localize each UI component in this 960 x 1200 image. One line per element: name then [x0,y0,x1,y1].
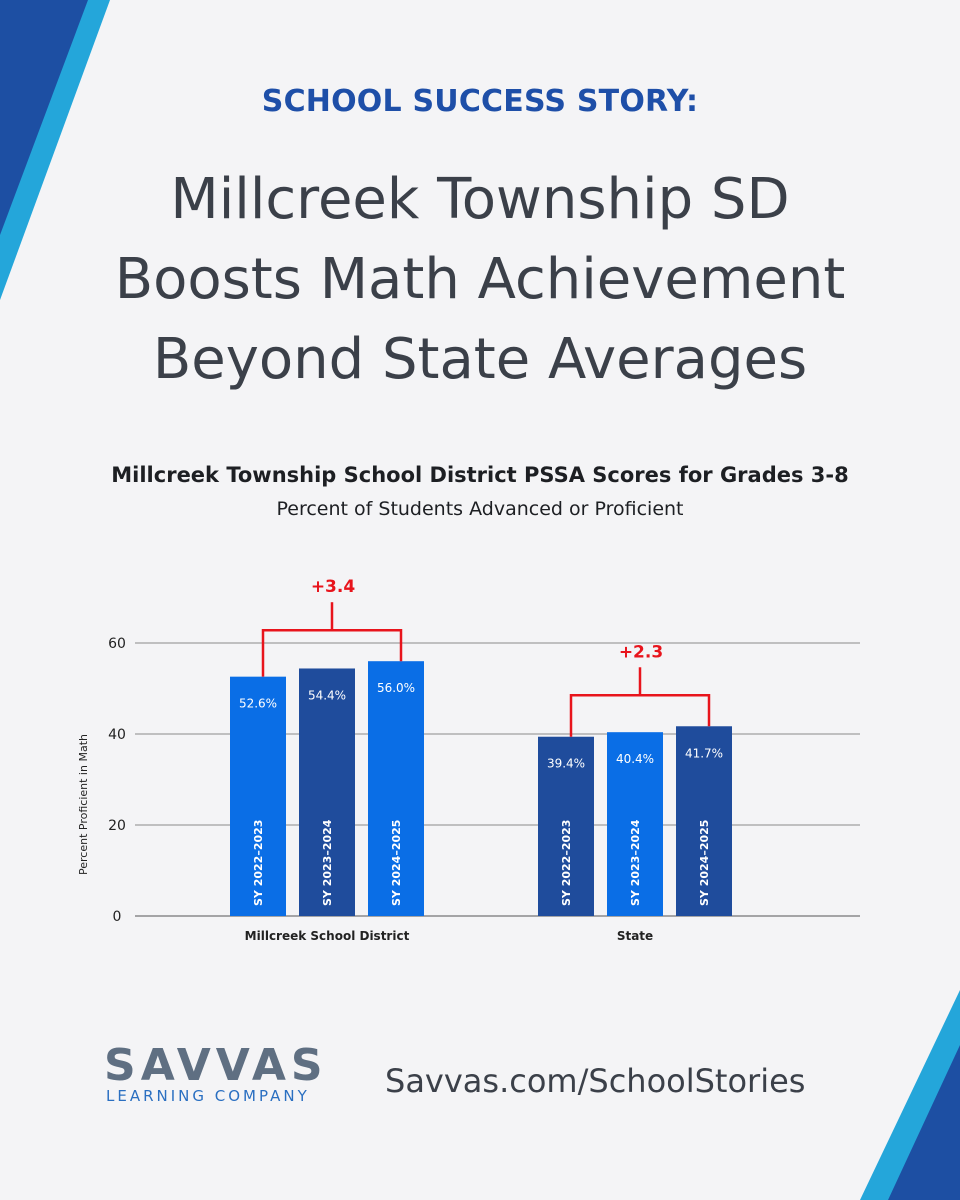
group-label: State [617,929,653,943]
bar [538,736,594,916]
bar-value-label: 40.4% [616,752,654,766]
bar-value-label: 41.7% [685,746,723,760]
bar-value-label: 56.0% [377,681,415,695]
bar-category-label: SY 2024–2025 [390,820,403,906]
bar-category-label: SY 2022–2023 [252,820,265,906]
y-tick-label: 40 [108,727,126,743]
bar [368,661,424,916]
headline-line: Millcreek Township SD [170,167,790,232]
bar-value-label: 39.4% [547,757,585,771]
y-tick-label: 20 [108,818,126,834]
bar [230,676,286,916]
bar-value-label: 54.4% [308,688,346,702]
bar-category-label: SY 2023–2024 [629,819,642,906]
corner-decoration-top-left [0,0,110,300]
bar-value-label: 52.6% [239,697,277,711]
change-label: +3.4 [311,577,356,597]
savvas-logo-wordmark: SAVVAS [104,1040,328,1091]
change-bracket [261,628,403,677]
corner-decoration-bottom-right [860,990,960,1200]
headline-line: Beyond State Averages [152,327,808,392]
y-axis-label: Percent Proficient in Math [77,734,90,875]
savvas-logo-tagline: LEARNING COMPANY [106,1087,310,1105]
change-label: +2.3 [619,642,663,662]
school-stories-url: Savvas.com/SchoolStories [385,1062,806,1100]
bar-category-label: SY 2022–2023 [560,820,573,906]
change-bracket [569,694,711,737]
eyebrow-heading: SCHOOL SUCCESS STORY: [261,84,699,119]
bar-chart: 0 20 40 60 Percent Proficient in Math 52.6% SY… [77,577,860,943]
bar [299,668,355,916]
chart-subtitle: Percent of Students Advanced or Proficie… [276,498,684,520]
bar [676,726,732,916]
headline-line: Boosts Math Achievement [114,247,846,312]
chart-title: Millcreek Township School District PSSA … [111,463,849,487]
group-label: Millcreek School District [245,929,410,943]
y-tick-label: 0 [113,909,122,925]
bar-category-label: SY 2023–2024 [321,819,334,906]
y-tick-label: 60 [108,636,126,652]
bar [607,732,663,916]
headline: Millcreek Township SD Boosts Math Achiev… [0,160,960,400]
bar-category-label: SY 2024–2025 [698,820,711,906]
